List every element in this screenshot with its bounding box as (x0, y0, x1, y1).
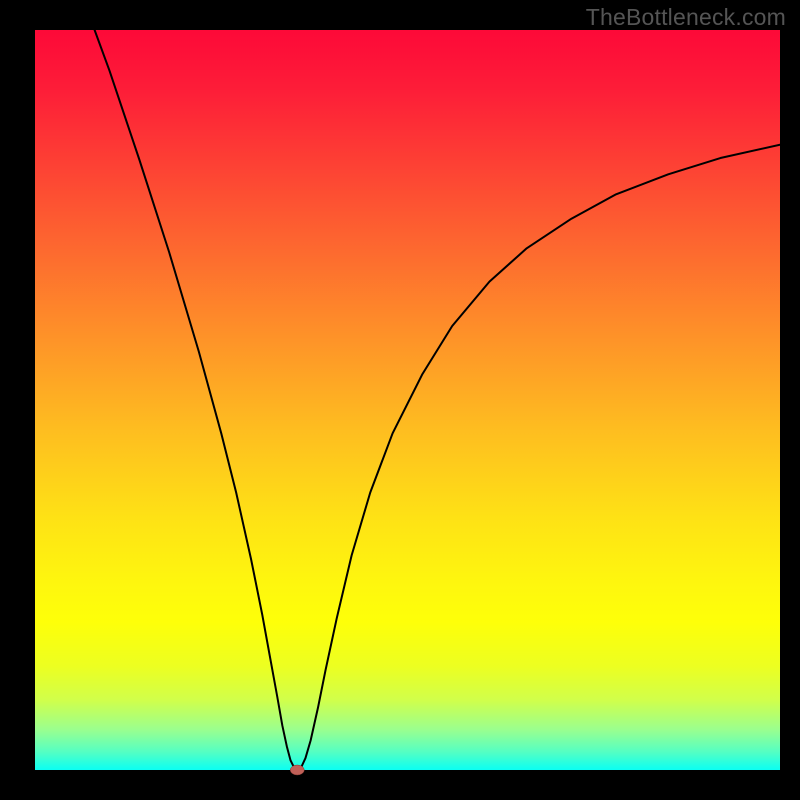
chart-root: TheBottleneck.com (0, 0, 800, 800)
watermark-label: TheBottleneck.com (586, 4, 786, 31)
bottleneck-chart (0, 0, 800, 800)
minimum-marker (290, 765, 304, 775)
plot-gradient-background (35, 30, 780, 770)
